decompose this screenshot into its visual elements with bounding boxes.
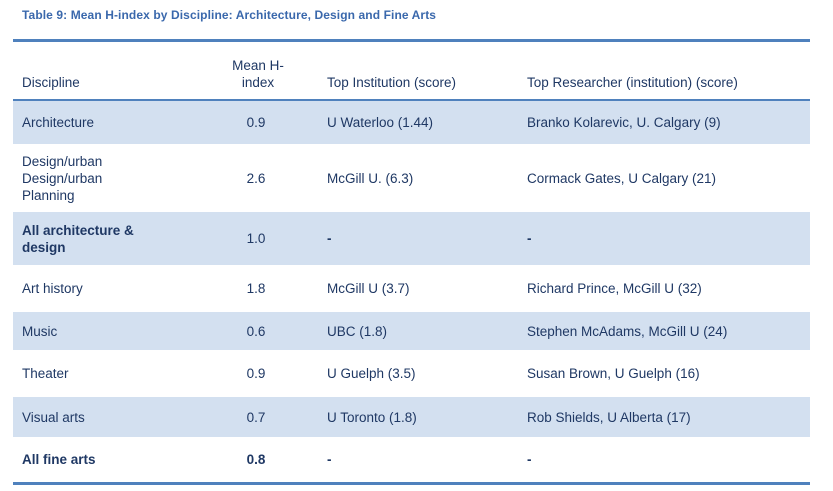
cell-top-researcher: Cormack Gates, U Calgary (21) [527,170,717,186]
table-row-art-history: Art history 1.8 McGill U (3.7) Richard P… [13,265,810,312]
h-index-table: Discipline Mean H-index Top Institution … [13,39,810,485]
cell-top-researcher: Stephen McAdams, McGill U (24) [527,323,728,339]
cell-top-institution: McGill U. (6.3) [327,170,414,186]
table-row-design-urban: Design/urban Design/urban Planning 2.6 M… [13,144,810,212]
cell-discipline: All architecture & design [22,222,134,255]
table-row-architecture: Architecture 0.9 U Waterloo (1.44) Brank… [13,100,810,144]
column-header-top-researcher: Top Researcher (institution) (score) [518,40,810,101]
table-row-all-fine-arts: All fine arts 0.8 - - [13,437,810,484]
cell-mean-h-index: 0.9 [246,115,266,130]
cell-top-researcher: Richard Prince, McGill U (32) [527,281,702,296]
cell-discipline: Architecture [22,115,95,130]
cell-top-institution: McGill U (3.7) [327,281,410,296]
column-header-mean-h-index-label: Mean H-index [232,58,284,90]
cell-mean-h-index: 0.7 [246,409,266,425]
table-row-music: Music 0.6 UBC (1.8) Stephen McAdams, McG… [13,312,810,350]
table-row-theater: Theater 0.9 U Guelph (3.5) Susan Brown, … [13,350,810,397]
cell-mean-h-index: 0.9 [246,366,266,381]
header-row: Discipline Mean H-index Top Institution … [13,40,810,101]
cell-discipline: Design/urban Design/urban Planning [22,153,103,203]
cell-top-researcher: Susan Brown, U Guelph (16) [527,366,700,381]
column-header-top-institution: Top Institution (score) [318,40,518,101]
cell-mean-h-index: 0.8 [246,452,266,467]
cell-top-institution: - [327,452,332,467]
cell-discipline: Art history [22,281,83,296]
cell-top-institution: U Waterloo (1.44) [327,115,434,130]
cell-top-researcher: Branko Kolarevic, U. Calgary (9) [527,115,721,130]
cell-mean-h-index: 1.0 [246,231,266,246]
cell-top-researcher: - [527,452,532,467]
cell-discipline: Music [22,323,58,339]
cell-top-researcher: Rob Shields, U Alberta (17) [527,409,691,425]
cell-discipline: All fine arts [22,452,96,467]
cell-top-institution: U Guelph (3.5) [327,366,416,381]
cell-mean-h-index: 1.8 [246,281,266,296]
cell-top-researcher: - [527,231,532,246]
table-row-all-architecture-design: All architecture & design 1.0 - - [13,212,810,265]
cell-top-institution: UBC (1.8) [327,323,388,339]
cell-discipline: Visual arts [22,409,85,425]
cell-top-institution: U Toronto (1.8) [327,409,417,425]
cell-mean-h-index: 2.6 [246,170,266,186]
cell-top-institution: - [327,231,332,246]
table-caption: Table 9: Mean H-index by Discipline: Arc… [22,8,437,22]
column-header-mean-h-index: Mean H-index [198,40,318,101]
cell-discipline: Theater [22,366,69,381]
column-header-discipline: Discipline [13,40,198,101]
cell-mean-h-index: 0.6 [246,323,266,339]
table-row-visual-arts: Visual arts 0.7 U Toronto (1.8) Rob Shie… [13,397,810,437]
